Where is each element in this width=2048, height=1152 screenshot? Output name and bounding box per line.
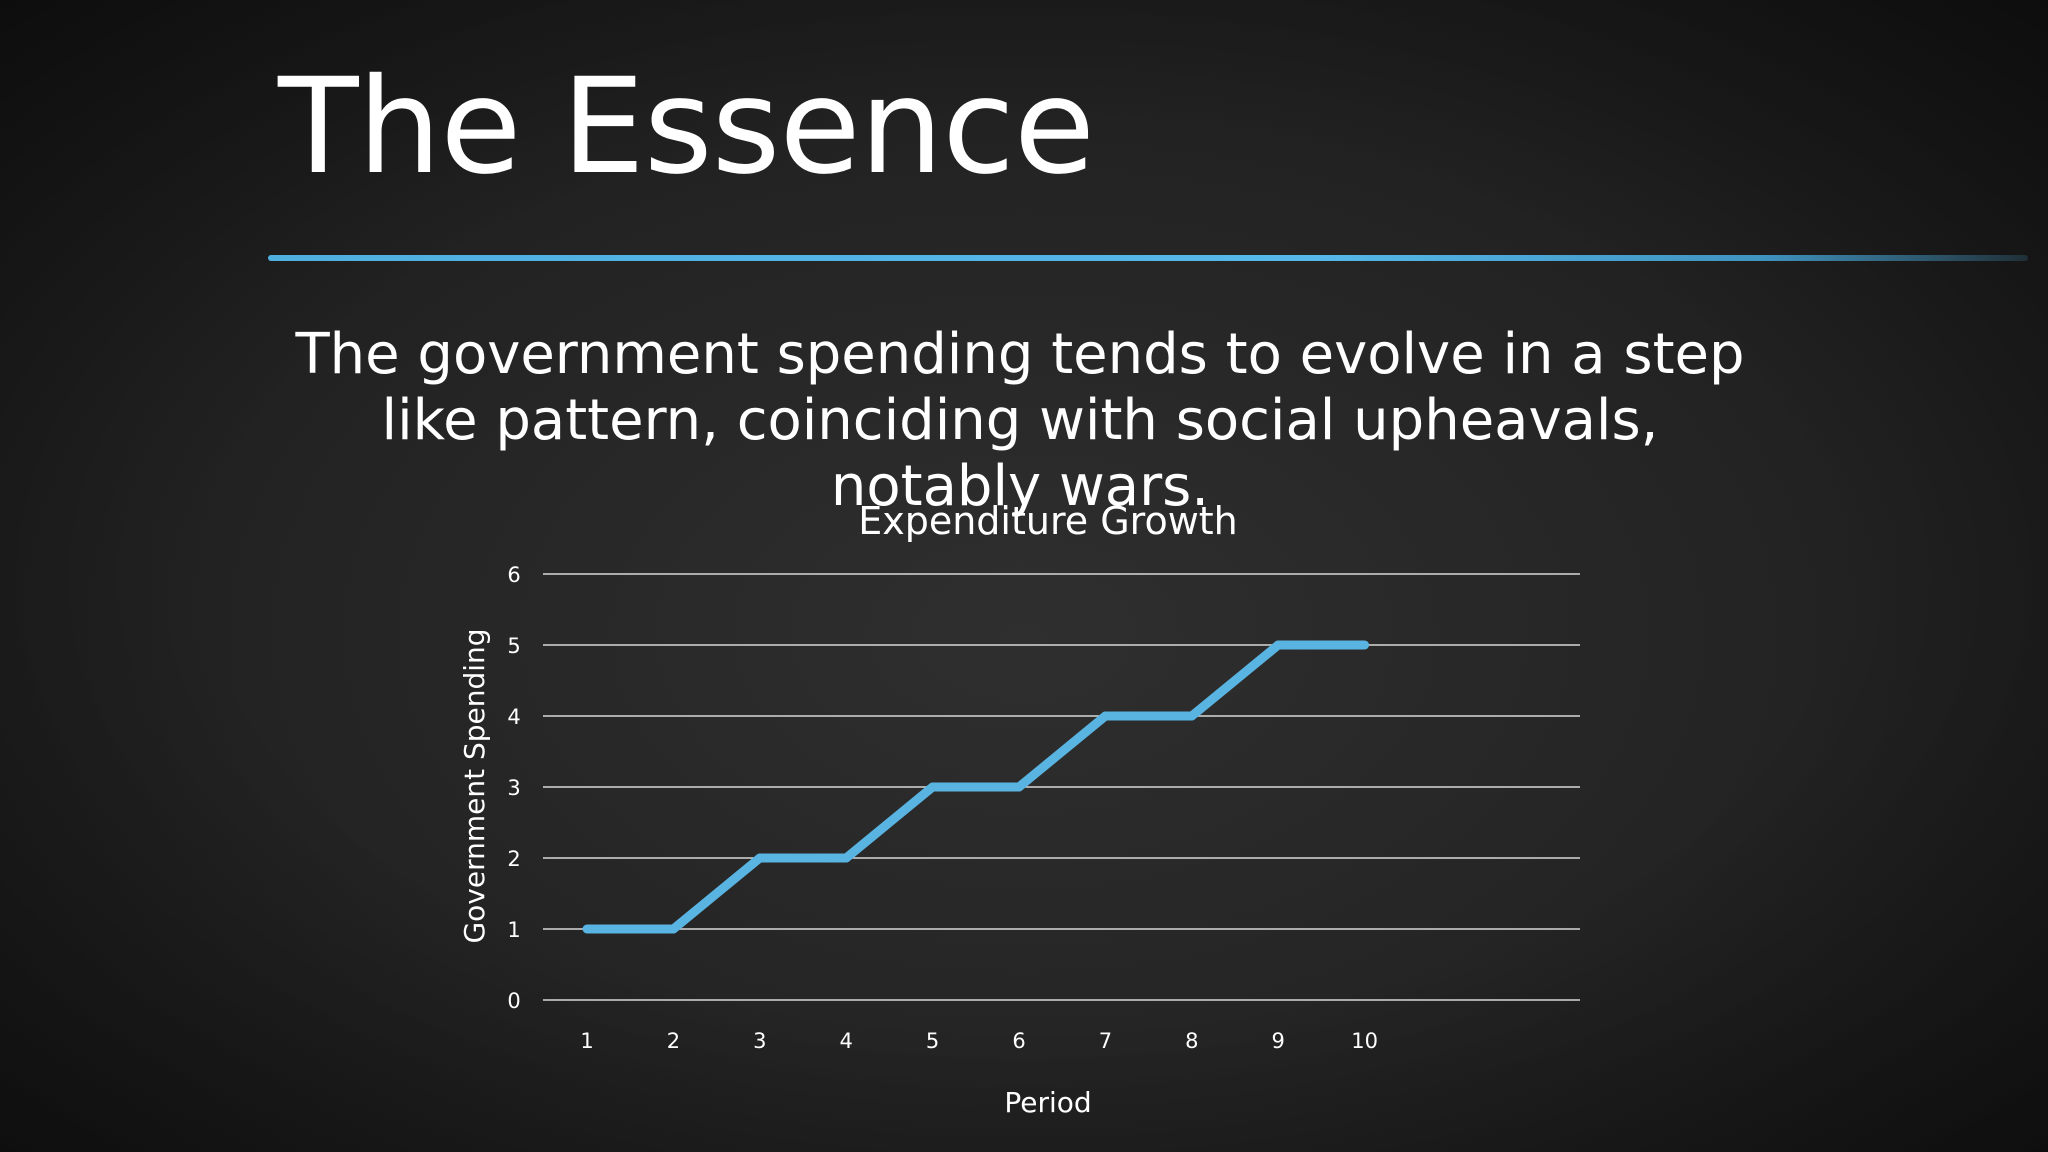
slide-title: The Essence <box>278 50 1095 204</box>
x-tick-label: 8 <box>1185 1029 1198 1053</box>
x-tick-label: 9 <box>1272 1029 1285 1053</box>
x-tick-label: 2 <box>667 1029 680 1053</box>
y-axis-ticks: 0 1 2 3 4 5 6 <box>507 563 520 1013</box>
data-point <box>1187 711 1197 721</box>
y-tick-label: 0 <box>507 989 520 1013</box>
y-tick-label: 5 <box>507 634 520 658</box>
y-tick-label: 3 <box>507 776 520 800</box>
data-point <box>1100 711 1110 721</box>
x-axis-ticks: 1 2 3 4 5 6 7 8 9 10 <box>580 1029 1378 1053</box>
x-tick-label: 10 <box>1351 1029 1378 1053</box>
y-tick-label: 1 <box>507 918 520 942</box>
x-tick-label: 5 <box>926 1029 939 1053</box>
title-underline <box>268 255 2028 261</box>
y-tick-label: 2 <box>507 847 520 871</box>
data-point <box>1360 640 1370 650</box>
data-point <box>1273 640 1283 650</box>
slide-body-text: The government spending tends to evolve … <box>295 322 1745 519</box>
y-tick-label: 6 <box>507 563 520 587</box>
data-point <box>928 782 938 792</box>
y-axis-label: Government Spending <box>458 628 491 943</box>
chart-series <box>582 640 1370 934</box>
data-point <box>755 853 765 863</box>
data-point <box>1014 782 1024 792</box>
series-line <box>587 640 1365 934</box>
data-point <box>582 924 592 934</box>
chart-gridlines <box>543 573 1580 1001</box>
x-tick-label: 7 <box>1099 1029 1112 1053</box>
chart-title: Expenditure Growth <box>858 499 1238 543</box>
x-tick-label: 6 <box>1012 1029 1025 1053</box>
x-tick-label: 1 <box>580 1029 593 1053</box>
data-point <box>841 853 851 863</box>
y-tick-label: 4 <box>507 705 520 729</box>
data-point <box>668 924 678 934</box>
x-axis-label: Period <box>1004 1086 1091 1119</box>
x-tick-label: 3 <box>753 1029 766 1053</box>
x-tick-label: 4 <box>840 1029 853 1053</box>
